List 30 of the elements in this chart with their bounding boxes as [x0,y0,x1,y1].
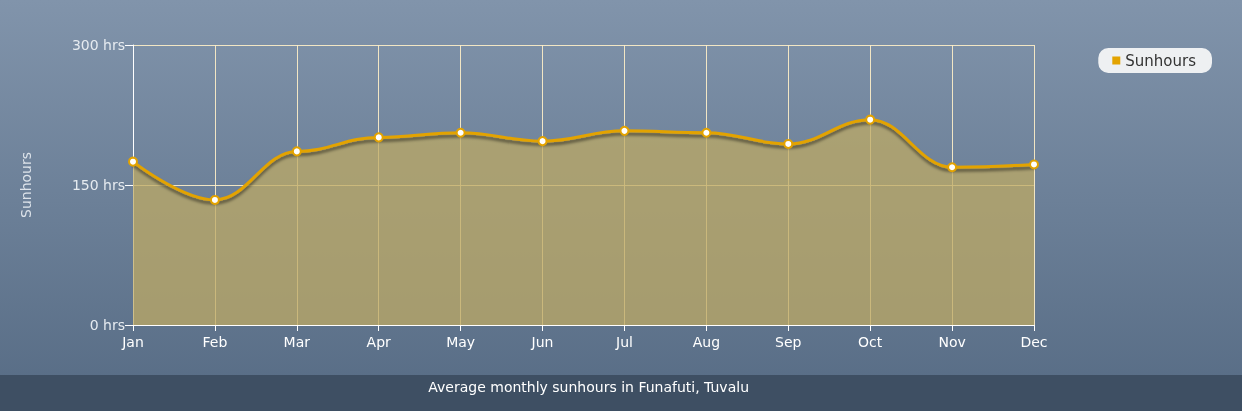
x-tick-label: Oct [858,334,883,350]
x-tick-label: Nov [938,334,966,350]
x-tick-label: Jun [530,334,554,350]
point [701,127,712,138]
x-tick-label: Jan [121,334,144,350]
point [373,132,384,143]
point [128,156,138,167]
point [1029,159,1039,170]
x-tick-label: May [446,334,476,350]
y-tick-label: 0 hrs [89,317,125,333]
y-axis-title: Sunhours [18,152,34,218]
point [783,138,794,149]
x-tick-label: Feb [202,334,228,350]
x-tick-label: Dec [1020,334,1048,350]
text: Average monthly sunhours in Funafuti, Tuvalu [428,379,749,395]
legend-label: Sunhours [1125,51,1197,70]
point [865,114,876,125]
y-tick-label: 150 hrs [71,177,125,193]
point [619,125,630,136]
point [209,194,220,205]
x-tick-label: Aug [692,334,721,350]
point [537,136,548,147]
point [947,162,958,173]
y-tick-label: 300 hrs [71,37,125,53]
x-tick-label: Apr [366,334,392,350]
x-tick-label: Mar [283,334,311,350]
point [291,146,302,157]
x-tick-label: Jul [615,334,633,350]
point [455,127,466,138]
x-tick-label: Sep [775,334,802,350]
